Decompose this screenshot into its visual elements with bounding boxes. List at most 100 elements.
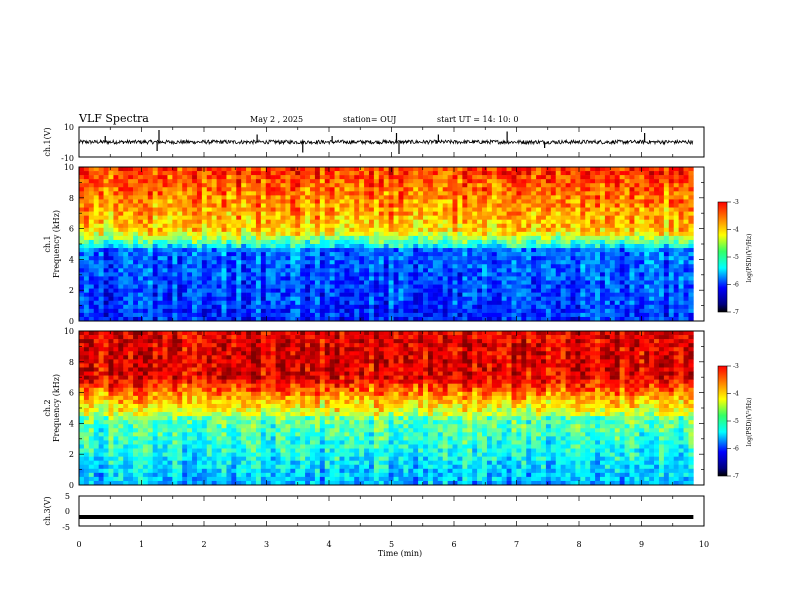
spectrogram-cell (79, 424, 85, 429)
spectrogram-cell (236, 219, 242, 225)
spectrogram-cell (536, 316, 542, 322)
spectrogram-cell (314, 203, 321, 208)
spectrogram-cell (113, 304, 119, 310)
spectrogram-cell (457, 280, 463, 285)
spectrogram-cell (388, 211, 394, 216)
spectrogram-cell (79, 211, 85, 216)
spectrogram-cell (462, 231, 468, 237)
spectrogram-cell (541, 288, 547, 293)
spectrogram-cell (639, 239, 645, 245)
spectrogram-cell (555, 276, 561, 281)
spectrogram-cell (585, 308, 591, 314)
spectrogram-cell (668, 292, 675, 297)
spectrogram-cell (295, 199, 301, 204)
spectrogram-cell (147, 248, 154, 253)
spectrogram-cell (231, 195, 237, 200)
spectrogram-cell (378, 292, 385, 297)
spectrogram-cell (496, 235, 502, 241)
spectrogram-cell (668, 296, 675, 302)
spectrogram-cell (334, 288, 340, 293)
spectrogram-cell (418, 248, 424, 253)
spectrogram-cell (128, 316, 134, 322)
spectrogram-cell (668, 308, 675, 314)
spectrogram-cell (334, 292, 340, 297)
spectrogram-cell (368, 231, 375, 237)
spectrogram-cell (590, 239, 596, 245)
spectrogram-cell (147, 231, 154, 237)
spectrogram-cell (364, 191, 370, 196)
spectrogram-cell (595, 300, 601, 306)
spectrogram-cell (354, 231, 360, 237)
spectrogram-cell (241, 256, 247, 261)
spectrogram-cell (496, 312, 502, 318)
spectrogram-cell (634, 175, 640, 180)
spectrogram-cell (162, 207, 168, 212)
spectrogram-cell (624, 284, 630, 289)
spectrogram-cell (251, 300, 257, 306)
spectrogram-cell (491, 235, 498, 241)
spectrogram-cell (629, 239, 635, 245)
spectrogram-cell (467, 264, 473, 269)
spectrogram-cell (393, 276, 399, 281)
spectrogram-cell (511, 195, 517, 200)
spectrogram-cell (442, 276, 448, 281)
spectrogram-cell (580, 179, 586, 184)
spectrogram-cell (383, 231, 389, 237)
spectrogram-cell (83, 276, 90, 281)
spectrogram-cell (560, 227, 566, 233)
spectrogram-cell (128, 296, 134, 302)
spectrogram-cell (88, 335, 95, 340)
spectrogram-cell (113, 179, 119, 184)
spectrogram-cell (201, 276, 208, 281)
spectrogram-cell (93, 199, 99, 204)
spectrogram-cell (506, 304, 512, 310)
spectrogram-cell (118, 288, 124, 293)
spectrogram-cell (280, 219, 286, 225)
spectrogram-cell (295, 256, 301, 261)
spectrogram-cell (447, 195, 453, 200)
spectrogram-cell (654, 248, 660, 253)
spectrogram-cell (477, 264, 483, 269)
spectrogram-cell (216, 215, 222, 220)
spectrogram-cell (172, 292, 178, 297)
spectrogram-cell (526, 288, 532, 293)
spectrogram-cell (550, 167, 557, 172)
spectrogram-cell (265, 244, 271, 249)
spectrogram-cell (486, 183, 493, 188)
spectrogram-cell (300, 280, 306, 285)
spectrogram-cell (383, 284, 389, 289)
spectrogram-cell (565, 195, 571, 200)
spectrogram-cell (123, 199, 129, 204)
spectrogram-cell (683, 175, 689, 180)
spectrogram-cell (511, 215, 517, 220)
spectrogram-cell (658, 235, 665, 241)
ch1-colorbar-ticks: -3-4-5-6-7 (727, 199, 739, 316)
spectrogram-cell (216, 288, 222, 293)
spectrogram-cell (378, 211, 385, 216)
spectrogram-cell (560, 288, 566, 293)
spectrogram-cell (349, 223, 355, 229)
spectrogram-cell (270, 288, 276, 293)
spectrogram-cell (182, 215, 188, 220)
spectrogram-cell (108, 252, 114, 257)
spectrogram-cell (629, 179, 635, 184)
spectrogram-cell (192, 308, 198, 314)
spectrogram-cell (295, 272, 301, 277)
spectrogram-cell (432, 268, 439, 273)
spectrogram-cell (649, 223, 655, 229)
spectrogram-cell (88, 308, 95, 314)
spectrogram-cell (354, 175, 360, 180)
spectrogram-cell (654, 264, 660, 269)
spectrogram-cell (172, 171, 178, 176)
spectrogram-cell (452, 183, 458, 188)
spectrogram-cell (467, 179, 473, 184)
spectrogram-cell (570, 187, 576, 192)
spectrogram-cell (295, 195, 301, 200)
spectrogram-cell (152, 284, 158, 289)
spectrogram-cell (634, 231, 640, 237)
spectrogram-cell (275, 203, 281, 208)
spectrogram-cell (167, 171, 173, 176)
spectrogram-cell (545, 316, 552, 322)
spectrogram-cell (187, 175, 193, 180)
spectrogram-cell (550, 272, 557, 277)
